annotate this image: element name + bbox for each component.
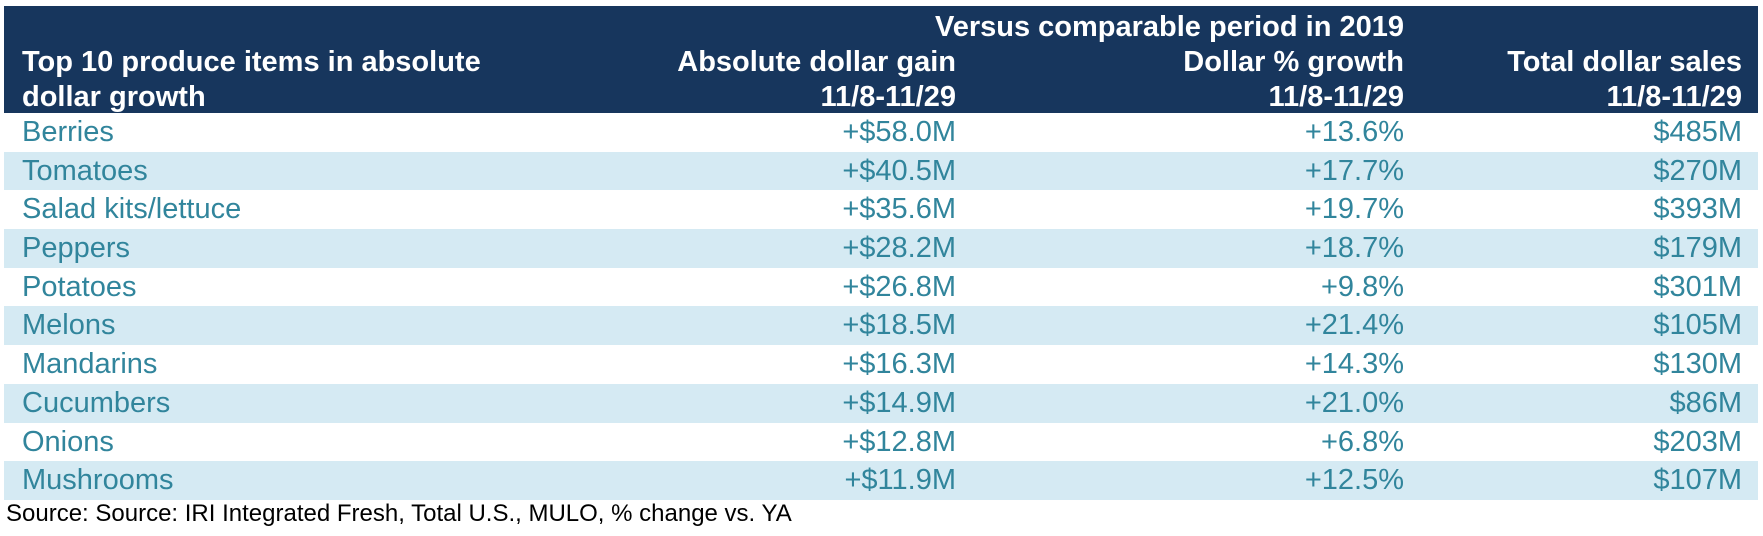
table-row: Berries +$58.0M +13.6% $485M — [4, 113, 1758, 152]
table-body: Berries +$58.0M +13.6% $485M Tomatoes +$40.5M… — [4, 113, 1758, 500]
item-name-cell: Salad kits/lettuce — [22, 193, 242, 226]
header-percent-growth-line-2: 11/8-11/29 — [1268, 81, 1404, 113]
absolute-gain-cell: +$11.9M — [844, 464, 956, 497]
item-name-cell: Mushrooms — [22, 464, 174, 497]
item-name-cell: Peppers — [22, 232, 131, 265]
header-absolute-gain-line-1: Absolute dollar gain — [677, 46, 956, 78]
item-name-cell: Mandarins — [22, 348, 158, 381]
percent-growth-cell: +6.8% — [1320, 425, 1404, 458]
header-percent-growth-line-1: Dollar % growth — [1183, 46, 1404, 78]
header-item: Top 10 produce items in absolute dollar … — [22, 45, 582, 115]
total-sales-cell: $393M — [1653, 193, 1742, 226]
item-name-cell: Cucumbers — [22, 386, 171, 419]
absolute-gain-cell: +$12.8M — [842, 425, 956, 458]
percent-growth-cell: +17.7% — [1304, 154, 1404, 187]
item-name-cell: Onions — [22, 425, 114, 458]
header-absolute-gain-line-2: 11/8-11/29 — [820, 81, 956, 113]
absolute-gain-cell: +$14.9M — [842, 386, 956, 419]
total-sales-cell: $86M — [1669, 386, 1742, 419]
header-percent-growth: Dollar % growth 11/8-11/29 — [4, 45, 1404, 115]
total-sales-cell: $130M — [1653, 348, 1742, 381]
percent-growth-cell: +21.0% — [1304, 386, 1404, 419]
header-absolute-gain: Absolute dollar gain 11/8-11/29 — [4, 45, 956, 115]
item-name-cell: Tomatoes — [22, 154, 148, 187]
percent-growth-cell: +13.6% — [1304, 116, 1404, 148]
percent-growth-cell: +18.7% — [1304, 232, 1404, 265]
total-sales-cell: $105M — [1653, 309, 1742, 342]
total-sales-cell: $270M — [1653, 154, 1742, 187]
table-row: Potatoes +$26.8M +9.8% $301M — [4, 268, 1758, 307]
table-row: Cucumbers +$14.9M +21.0% $86M — [4, 383, 1758, 423]
header-total-sales-line-2: 11/8-11/29 — [1606, 81, 1742, 113]
table-row: Tomatoes +$40.5M +17.7% $270M — [4, 151, 1758, 191]
percent-growth-cell: +14.3% — [1304, 348, 1404, 381]
total-sales-cell: $485M — [1653, 116, 1742, 148]
header-total-sales: Total dollar sales 11/8-11/29 — [4, 45, 1742, 115]
source-note: Source: Source: IRI Integrated Fresh, To… — [6, 500, 792, 527]
absolute-gain-cell: +$18.5M — [842, 309, 956, 342]
table-header: Versus comparable period in 2019 Top 10 … — [4, 6, 1758, 113]
table-row: Peppers +$28.2M +18.7% $179M — [4, 229, 1758, 268]
absolute-gain-cell: +$58.0M — [842, 116, 956, 148]
header-item-line-1: Top 10 produce items in absolute — [22, 46, 481, 78]
total-sales-cell: $301M — [1653, 270, 1742, 303]
table-row: Salad kits/lettuce +$35.6M +19.7% $393M — [4, 190, 1758, 229]
super-header: Versus comparable period in 2019 — [934, 11, 1404, 43]
percent-growth-cell: +19.7% — [1304, 193, 1404, 226]
percent-growth-cell: +12.5% — [1304, 464, 1404, 497]
table-row: Mandarins +$16.3M +14.3% $130M — [4, 345, 1758, 384]
item-name-cell: Melons — [22, 309, 116, 342]
percent-growth-cell: +9.8% — [1320, 270, 1404, 303]
absolute-gain-cell: +$40.5M — [842, 154, 956, 187]
item-name-cell: Berries — [22, 116, 114, 148]
total-sales-cell: $179M — [1653, 232, 1742, 265]
absolute-gain-cell: +$35.6M — [842, 193, 956, 226]
absolute-gain-cell: +$28.2M — [842, 232, 956, 265]
produce-table: Versus comparable period in 2019 Top 10 … — [4, 6, 1758, 500]
table-row: Onions +$12.8M +6.8% $203M — [4, 423, 1758, 462]
percent-growth-cell: +21.4% — [1304, 309, 1404, 342]
table-row: Mushrooms +$11.9M +12.5% $107M — [4, 461, 1758, 500]
header-total-sales-line-1: Total dollar sales — [1507, 46, 1742, 78]
item-name-cell: Potatoes — [22, 270, 137, 303]
total-sales-cell: $203M — [1653, 425, 1742, 458]
absolute-gain-cell: +$26.8M — [842, 270, 956, 303]
header-item-line-2: dollar growth — [22, 81, 206, 113]
total-sales-cell: $107M — [1653, 464, 1742, 497]
table-row: Melons +$18.5M +21.4% $105M — [4, 306, 1758, 346]
absolute-gain-cell: +$16.3M — [842, 348, 956, 381]
